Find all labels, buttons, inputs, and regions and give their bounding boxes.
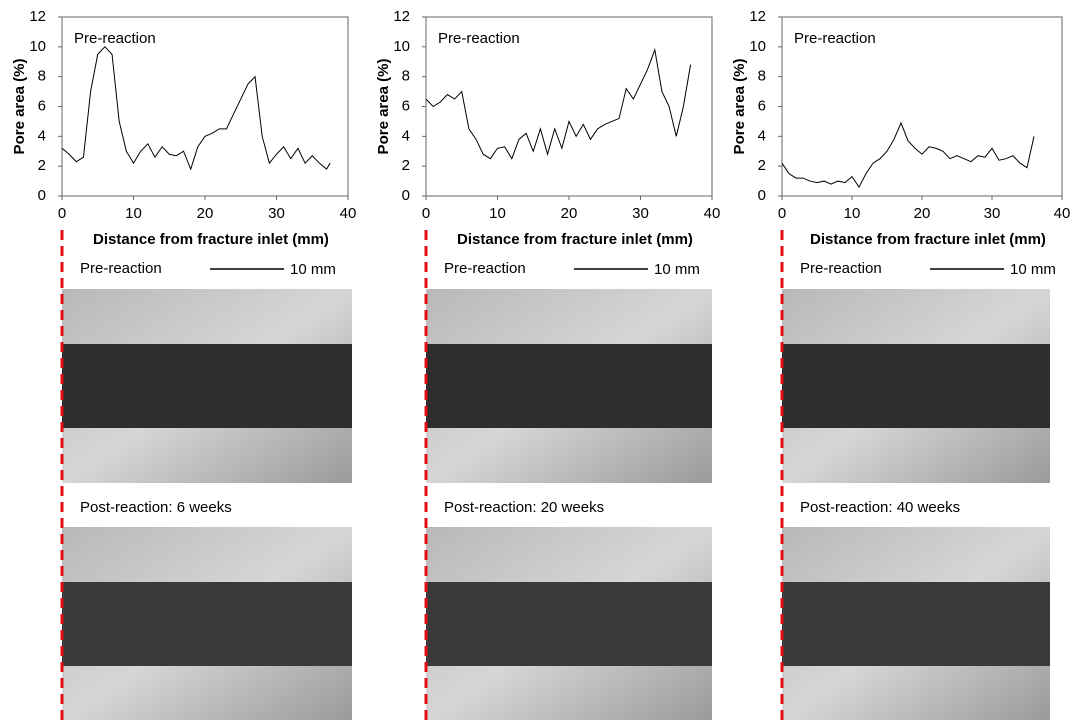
post-label: Post-reaction: 6 weeks: [80, 499, 232, 516]
fracture-band: [782, 344, 1050, 428]
y-tick-label: 4: [402, 127, 410, 144]
y-tick-label: 10: [29, 38, 46, 55]
y-tick-label: 4: [38, 127, 46, 144]
y-tick-label: 10: [749, 38, 766, 55]
y-tick-label: 12: [393, 8, 410, 25]
y-axis-label: Pore area (%): [375, 59, 392, 155]
x-tick-label: 30: [984, 205, 1001, 222]
x-tick-label: 20: [561, 205, 578, 222]
y-axis-label: Pore area (%): [11, 59, 28, 155]
y-tick-label: 2: [402, 157, 410, 174]
y-axis-label: Pore area (%): [731, 59, 748, 155]
fracture-band: [782, 582, 1050, 666]
y-tick-label: 6: [402, 97, 410, 114]
fracture-band: [62, 582, 352, 666]
x-tick-label: 0: [422, 205, 430, 222]
y-tick-label: 6: [38, 97, 46, 114]
x-tick-label: 10: [489, 205, 506, 222]
x-tick-label: 0: [58, 205, 66, 222]
y-tick-label: 12: [29, 8, 46, 25]
fracture-band: [426, 582, 712, 666]
pre-label: Pre-reaction: [80, 260, 162, 277]
y-tick-label: 0: [758, 187, 766, 204]
x-tick-label: 40: [340, 205, 357, 222]
pre-label: Pre-reaction: [444, 260, 526, 277]
y-tick-label: 8: [38, 68, 46, 85]
y-tick-label: 0: [38, 187, 46, 204]
data-line: [425, 47, 692, 160]
annotation: Pre-reaction: [794, 30, 876, 47]
y-tick-label: 12: [749, 8, 766, 25]
x-axis-label: Distance from fracture inlet (mm): [810, 231, 1046, 248]
x-tick-label: 10: [844, 205, 861, 222]
x-tick-label: 40: [1054, 205, 1071, 222]
y-tick-label: 8: [758, 68, 766, 85]
y-tick-label: 6: [758, 97, 766, 114]
y-tick-label: 0: [402, 187, 410, 204]
x-tick-label: 40: [704, 205, 721, 222]
y-tick-label: 8: [402, 68, 410, 85]
post-label: Post-reaction: 20 weeks: [444, 499, 604, 516]
scale-label: 10 mm: [654, 261, 700, 278]
fracture-band: [62, 344, 352, 428]
x-tick-label: 20: [197, 205, 214, 222]
scale-label: 10 mm: [290, 261, 336, 278]
x-tick-label: 10: [125, 205, 142, 222]
x-tick-label: 30: [632, 205, 649, 222]
data-line: [781, 121, 1035, 189]
x-tick-label: 0: [778, 205, 786, 222]
scale-label: 10 mm: [1010, 261, 1056, 278]
fracture-band: [426, 344, 712, 428]
x-axis-label: Distance from fracture inlet (mm): [93, 231, 329, 248]
y-tick-label: 4: [758, 127, 766, 144]
y-tick-label: 2: [758, 157, 766, 174]
y-tick-label: 2: [38, 157, 46, 174]
data-line: [61, 46, 331, 171]
annotation: Pre-reaction: [438, 30, 520, 47]
x-axis-label: Distance from fracture inlet (mm): [457, 231, 693, 248]
annotation: Pre-reaction: [74, 30, 156, 47]
x-tick-label: 20: [914, 205, 931, 222]
pre-label: Pre-reaction: [800, 260, 882, 277]
x-tick-label: 30: [268, 205, 285, 222]
post-label: Post-reaction: 40 weeks: [800, 499, 960, 516]
y-tick-label: 10: [393, 38, 410, 55]
